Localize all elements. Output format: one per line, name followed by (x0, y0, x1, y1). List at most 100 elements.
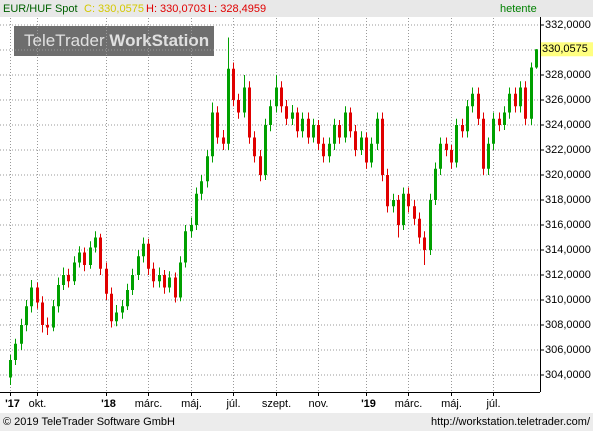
candle-body (519, 87, 522, 107)
x-tick-label: szept. (262, 398, 291, 410)
candle-body (413, 206, 416, 219)
candle-body (105, 268, 108, 294)
candle-body (439, 143, 442, 169)
candle-body (450, 150, 453, 163)
logo: TeleTrader WorkStation (24, 31, 209, 50)
y-tick-label: 310,0000 (545, 294, 591, 306)
candle-body (466, 106, 469, 132)
candle-body (461, 125, 464, 132)
y-tick-label: 332,0000 (545, 19, 591, 31)
candle-body (126, 290, 129, 307)
candle-body (397, 200, 400, 225)
candle-body (498, 118, 501, 125)
candle-body (121, 306, 124, 313)
y-tick-label: 324,0000 (545, 119, 591, 131)
y-tick-label: 314,0000 (545, 244, 591, 256)
candle-body (524, 87, 527, 119)
candle-body (492, 118, 495, 144)
y-tick-label: 318,0000 (545, 194, 591, 206)
low-info: L: 328,4959 (208, 3, 266, 15)
candle-body (9, 360, 12, 378)
close-info: C: 330,0575 (84, 3, 144, 15)
candle-body (344, 112, 347, 138)
x-tick-label: '17 (5, 398, 20, 410)
x-tick-label: márc. (395, 398, 423, 410)
candle-body (131, 275, 134, 290)
candle-body (535, 49, 538, 68)
candle-body (503, 112, 506, 125)
candle-body (429, 200, 432, 250)
candle-body (142, 243, 145, 257)
x-tick-label: júl. (225, 398, 240, 410)
candle-body (62, 275, 65, 285)
candle-body (328, 143, 331, 157)
candle-body (41, 302, 44, 325)
candle-body (227, 68, 230, 144)
candle-body (20, 325, 23, 344)
candle-body (376, 118, 379, 144)
period: hetente (500, 3, 537, 15)
candle-body (402, 193, 405, 225)
candle-body (36, 287, 39, 303)
candle-body (232, 68, 235, 100)
candle-body (222, 137, 225, 144)
candle-body (184, 231, 187, 263)
candle-body (190, 225, 193, 232)
candle-body (163, 275, 166, 288)
candle-body (243, 87, 246, 113)
symbol: EUR/HUF Spot (3, 3, 78, 15)
y-tick-label: 328,0000 (545, 69, 591, 81)
candle-body (280, 87, 283, 107)
x-tick-label: máj. (441, 398, 462, 410)
candle-body (418, 218, 421, 238)
candle-body (152, 268, 155, 282)
candle-body (333, 125, 336, 144)
header-bar (0, 0, 593, 17)
y-tick-label: 320,0000 (545, 169, 591, 181)
candle-body (455, 125, 458, 163)
candle-body (423, 237, 426, 250)
candle-body (508, 93, 511, 113)
candle-body (296, 112, 299, 132)
candle-body (259, 156, 262, 175)
candle-body (269, 106, 272, 125)
candle-body (25, 306, 28, 325)
candle-body (312, 125, 315, 138)
candle-body (46, 325, 49, 328)
candle-body (89, 247, 92, 265)
y-tick-label: 322,0000 (545, 144, 591, 156)
x-tick-label: '18 (101, 398, 116, 410)
candle-body (434, 168, 437, 200)
candle-body (360, 137, 363, 150)
candle-body (253, 137, 256, 157)
candle-body (158, 275, 161, 282)
candle-body (317, 125, 320, 144)
candle-body (237, 100, 240, 113)
y-tick-label: 312,0000 (545, 269, 591, 281)
candle-body (115, 312, 118, 322)
y-tick-label: 306,0000 (545, 344, 591, 356)
candle-body (482, 118, 485, 169)
candle-body (322, 143, 325, 157)
candle-body (487, 143, 490, 169)
high-info: H: 330,0703 (146, 3, 206, 15)
candle-body (216, 112, 219, 138)
candle-body (370, 143, 373, 163)
candle-body (407, 193, 410, 207)
candle-body (137, 256, 140, 275)
candle-body (211, 112, 214, 157)
candle-body (301, 118, 304, 132)
candle-body (14, 343, 17, 360)
y-tick-label: 308,0000 (545, 319, 591, 331)
candle-body (392, 200, 395, 207)
candle-body (52, 306, 55, 328)
logo-part: TeleTrader (24, 31, 105, 50)
x-tick-label: okt. (29, 398, 47, 410)
candle-body (354, 131, 357, 150)
candle-body (530, 67, 533, 119)
candle-body (30, 287, 33, 307)
candle-body (338, 125, 341, 138)
logo-box (14, 26, 214, 56)
